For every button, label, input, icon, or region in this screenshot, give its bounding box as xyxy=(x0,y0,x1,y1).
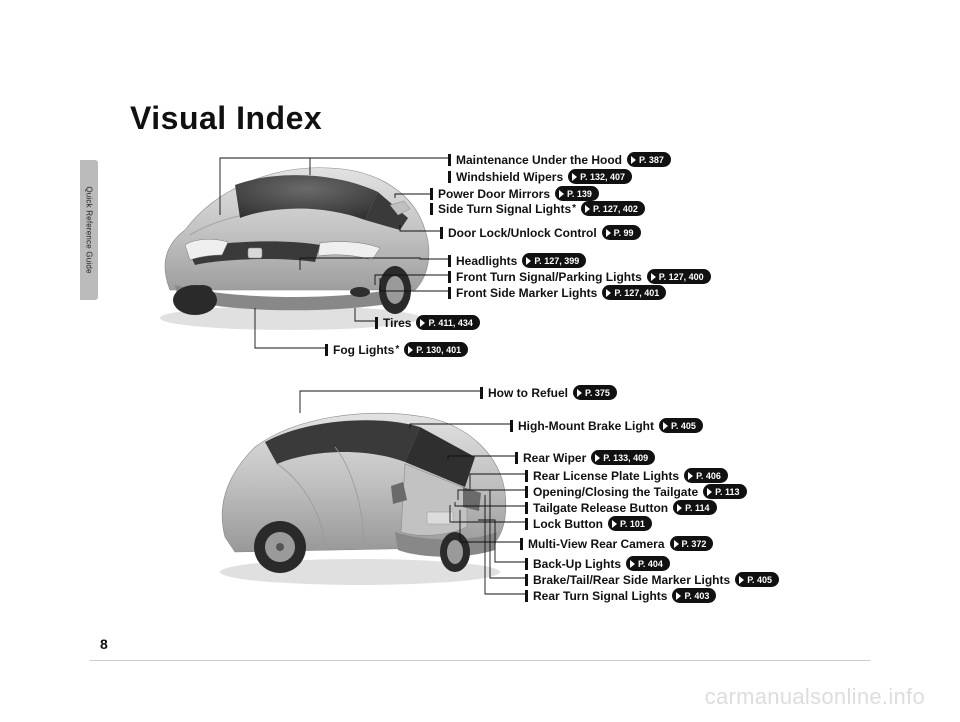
page-ref-pill[interactable]: P. 133, 409 xyxy=(591,450,655,465)
page-ref-pill[interactable]: P. 114 xyxy=(673,500,716,515)
page-ref-pill[interactable]: P. 404 xyxy=(626,556,670,571)
watermark: carmanualsonline.info xyxy=(705,684,925,710)
pill-arrow-icon xyxy=(595,454,600,462)
label-bar-icon xyxy=(525,502,528,514)
rear-labels-group: How to Refuel P. 375 High-Mount Brake Ligh… xyxy=(0,0,960,722)
pill-arrow-icon xyxy=(688,472,693,480)
label-bar-icon xyxy=(525,518,528,530)
pill-text: P. 375 xyxy=(585,388,610,398)
label-high-brake: High-Mount Brake Light P. 405 xyxy=(510,418,703,433)
label-bar-icon xyxy=(525,574,528,586)
label-text: Back-Up Lights xyxy=(533,557,621,571)
label-bar-icon xyxy=(525,486,528,498)
pill-text: P. 405 xyxy=(747,575,772,585)
pill-arrow-icon xyxy=(707,488,712,496)
label-bar-icon xyxy=(510,420,513,432)
page-ref-pill[interactable]: P. 406 xyxy=(684,468,728,483)
label-bar-icon xyxy=(525,470,528,482)
label-rear-cam: Multi-View Rear Camera P. 372 xyxy=(520,536,713,551)
pill-text: P. 372 xyxy=(682,539,707,549)
label-brake-tail: Brake/Tail/Rear Side Marker Lights P. 405 xyxy=(525,572,779,587)
pill-text: P. 113 xyxy=(715,487,739,497)
pill-text: P. 114 xyxy=(685,503,709,513)
label-backup: Back-Up Lights P. 404 xyxy=(525,556,670,571)
label-bar-icon xyxy=(525,558,528,570)
pill-arrow-icon xyxy=(677,504,682,512)
label-rear-turn: Rear Turn Signal Lights P. 403 xyxy=(525,588,716,603)
label-text: Lock Button xyxy=(533,517,603,531)
label-rear-wiper: Rear Wiper P. 133, 409 xyxy=(515,450,655,465)
label-bar-icon xyxy=(520,538,523,550)
page-ref-pill[interactable]: P. 405 xyxy=(735,572,779,587)
pill-arrow-icon xyxy=(739,576,744,584)
label-text: Brake/Tail/Rear Side Marker Lights xyxy=(533,573,730,587)
pill-arrow-icon xyxy=(676,592,681,600)
label-tailgate-oc: Opening/Closing the Tailgate P. 113 xyxy=(525,484,747,499)
pill-arrow-icon xyxy=(674,540,679,548)
pill-arrow-icon xyxy=(630,560,635,568)
label-text: Rear Wiper xyxy=(523,451,586,465)
pill-text: P. 405 xyxy=(671,421,696,431)
label-license: Rear License Plate Lights P. 406 xyxy=(525,468,728,483)
label-text: Opening/Closing the Tailgate xyxy=(533,485,698,499)
label-tailgate-rel: Tailgate Release Button P. 114 xyxy=(525,500,717,515)
page-ref-pill[interactable]: P. 372 xyxy=(670,536,714,551)
page-ref-pill[interactable]: P. 113 xyxy=(703,484,746,499)
page-ref-pill[interactable]: P. 101 xyxy=(608,516,652,531)
page-ref-pill[interactable]: P. 375 xyxy=(573,385,617,400)
label-text: How to Refuel xyxy=(488,386,568,400)
pill-text: P. 403 xyxy=(684,591,709,601)
label-text: High-Mount Brake Light xyxy=(518,419,654,433)
label-bar-icon xyxy=(480,387,483,399)
label-text: Rear Turn Signal Lights xyxy=(533,589,667,603)
label-bar-icon xyxy=(515,452,518,464)
label-text: Multi-View Rear Camera xyxy=(528,537,665,551)
page-number: 8 xyxy=(100,636,108,652)
label-bar-icon xyxy=(525,590,528,602)
page-ref-pill[interactable]: P. 403 xyxy=(672,588,716,603)
pill-text: P. 406 xyxy=(696,471,721,481)
pill-text: P. 133, 409 xyxy=(603,453,648,463)
pill-arrow-icon xyxy=(612,520,617,528)
pill-text: P. 404 xyxy=(638,559,663,569)
pill-text: P. 101 xyxy=(620,519,645,529)
label-refuel: How to Refuel P. 375 xyxy=(480,385,617,400)
pill-arrow-icon xyxy=(663,422,668,430)
label-text: Tailgate Release Button xyxy=(533,501,668,515)
label-text: Rear License Plate Lights xyxy=(533,469,679,483)
page-ref-pill[interactable]: P. 405 xyxy=(659,418,703,433)
label-lock-btn: Lock Button P. 101 xyxy=(525,516,652,531)
pill-arrow-icon xyxy=(577,389,582,397)
